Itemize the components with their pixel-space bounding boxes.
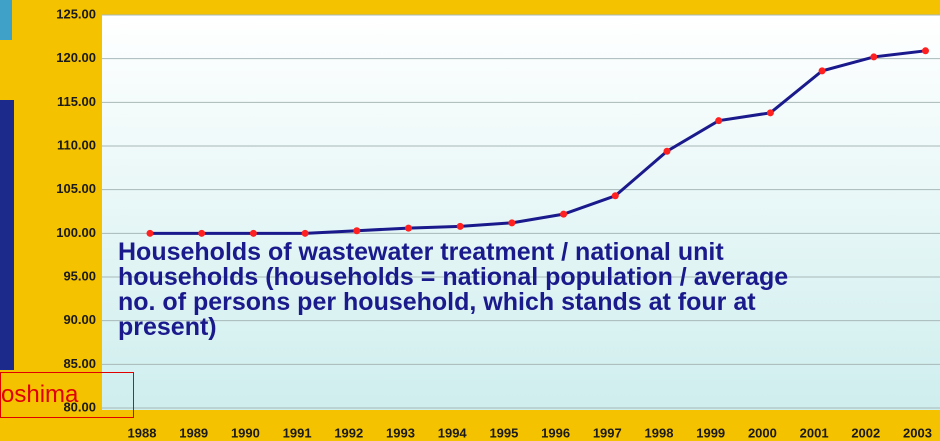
x-tick-label: 1994: [438, 425, 468, 440]
x-tick-label: 2003: [903, 425, 932, 440]
side-strip: [0, 100, 14, 370]
point: [663, 147, 671, 155]
point: [353, 227, 361, 235]
x-tick-label: 1988: [128, 425, 157, 440]
point: [301, 229, 309, 237]
point: [922, 47, 929, 55]
plot-area: [102, 15, 940, 410]
x-tick-label: 2001: [800, 425, 829, 440]
point: [870, 53, 878, 61]
overlay-label: oshima: [0, 372, 134, 418]
x-tick-label: 2002: [851, 425, 880, 440]
point: [611, 192, 619, 200]
x-tick-label: 1995: [489, 425, 518, 440]
point: [560, 210, 568, 218]
x-tick-label: 1989: [179, 425, 208, 440]
y-tick-label: 120.00: [56, 50, 96, 65]
annotation: Households of wastewater treatment / nat…: [118, 238, 789, 341]
y-tick-label: 115.00: [57, 94, 96, 109]
side-strip: [0, 0, 12, 40]
point: [818, 67, 826, 75]
y-tick-label: 100.00: [56, 225, 96, 240]
y-tick-label: 95.00: [63, 268, 96, 283]
x-tick-label: 1999: [696, 425, 725, 440]
point: [146, 229, 154, 237]
x-tick-label: 1991: [283, 425, 312, 440]
y-tick-label: 105.00: [56, 181, 96, 196]
x-tick-label: 1996: [541, 425, 570, 440]
y-tick-label: 80.00: [63, 399, 96, 414]
x-tick-label: 1992: [334, 425, 363, 440]
x-tick-label: 1990: [231, 425, 260, 440]
x-tick-label: 2000: [748, 425, 777, 440]
x-tick-label: 1998: [645, 425, 674, 440]
x-tick-label: 1993: [386, 425, 415, 440]
y-tick-label: 85.00: [63, 356, 96, 371]
x-tick-label: 1997: [593, 425, 622, 440]
point: [508, 219, 516, 227]
point: [198, 229, 206, 237]
y-tick-label: 90.00: [63, 312, 96, 327]
line: [150, 49, 926, 235]
point: [766, 109, 774, 117]
y-tick-label: 125.00: [56, 6, 96, 21]
point: [715, 117, 723, 125]
point: [249, 229, 257, 237]
point: [456, 222, 464, 230]
point: [405, 224, 412, 232]
y-tick-label: 110.00: [57, 137, 96, 152]
